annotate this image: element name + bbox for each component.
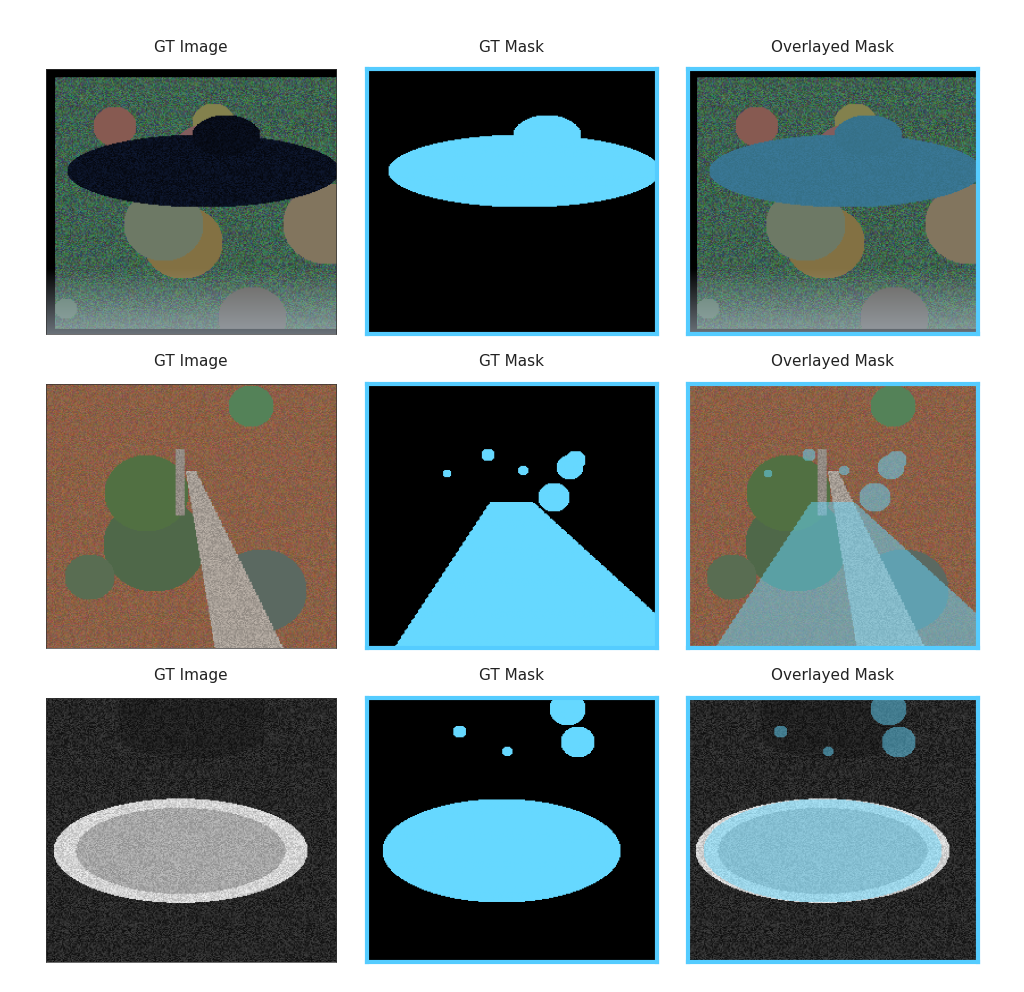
Text: Overlayed Mask: Overlayed Mask — [771, 668, 894, 682]
Text: GT Image: GT Image — [155, 40, 228, 55]
Text: GT Mask: GT Mask — [479, 668, 545, 682]
Text: GT Image: GT Image — [155, 354, 228, 369]
Text: GT Image: GT Image — [155, 668, 228, 682]
Text: Overlayed Mask: Overlayed Mask — [771, 354, 894, 369]
Text: GT Mask: GT Mask — [479, 354, 545, 369]
Text: GT Mask: GT Mask — [479, 40, 545, 55]
Text: Overlayed Mask: Overlayed Mask — [771, 40, 894, 55]
